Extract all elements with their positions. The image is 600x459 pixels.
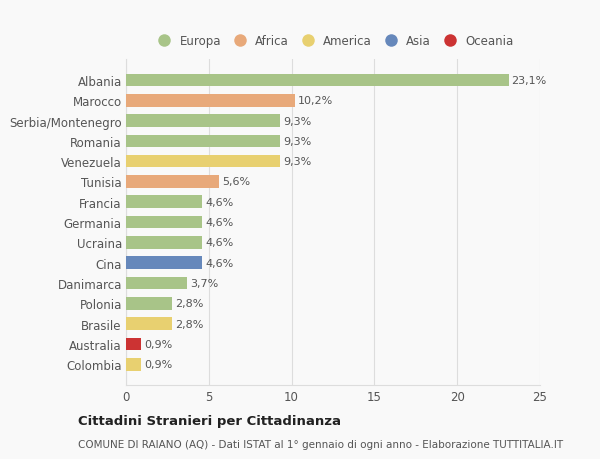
Bar xyxy=(126,236,202,249)
Bar xyxy=(126,196,202,209)
Bar xyxy=(126,74,509,87)
Text: 4,6%: 4,6% xyxy=(205,197,233,207)
Text: 4,6%: 4,6% xyxy=(205,238,233,248)
Text: 4,6%: 4,6% xyxy=(205,258,233,268)
Text: 10,2%: 10,2% xyxy=(298,96,333,106)
Text: 3,7%: 3,7% xyxy=(190,279,218,288)
Text: 9,3%: 9,3% xyxy=(283,137,311,146)
Text: 23,1%: 23,1% xyxy=(512,76,547,86)
Text: Cittadini Stranieri per Cittadinanza: Cittadini Stranieri per Cittadinanza xyxy=(78,414,341,428)
Bar xyxy=(126,257,202,269)
Bar xyxy=(126,297,172,310)
Text: 4,6%: 4,6% xyxy=(205,218,233,228)
Text: 0,9%: 0,9% xyxy=(144,339,172,349)
Text: COMUNE DI RAIANO (AQ) - Dati ISTAT al 1° gennaio di ogni anno - Elaborazione TUT: COMUNE DI RAIANO (AQ) - Dati ISTAT al 1°… xyxy=(78,440,563,449)
Text: 9,3%: 9,3% xyxy=(283,157,311,167)
Text: 2,8%: 2,8% xyxy=(175,319,204,329)
Bar xyxy=(126,135,280,148)
Bar xyxy=(126,318,172,330)
Bar xyxy=(126,156,280,168)
Bar xyxy=(126,338,141,351)
Bar xyxy=(126,115,280,128)
Bar xyxy=(126,358,141,371)
Bar xyxy=(126,216,202,229)
Bar xyxy=(126,176,219,188)
Legend: Europa, Africa, America, Asia, Oceania: Europa, Africa, America, Asia, Oceania xyxy=(150,33,516,50)
Text: 2,8%: 2,8% xyxy=(175,299,204,308)
Text: 9,3%: 9,3% xyxy=(283,116,311,126)
Text: 0,9%: 0,9% xyxy=(144,359,172,369)
Bar xyxy=(126,95,295,107)
Bar xyxy=(126,277,187,290)
Text: 5,6%: 5,6% xyxy=(222,177,250,187)
